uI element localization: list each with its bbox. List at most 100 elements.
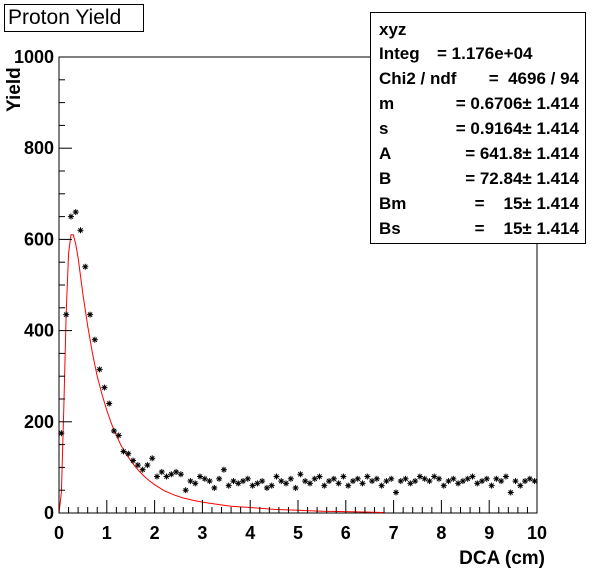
stats-row-value: = 4696 / 94	[488, 69, 579, 88]
stats-row-value: = 15± 1.414	[474, 219, 579, 238]
data-point	[244, 475, 251, 482]
data-point	[297, 471, 304, 478]
data-point	[469, 473, 476, 480]
data-point	[335, 480, 342, 487]
data-point	[354, 475, 361, 482]
x-tick-label: 8	[436, 523, 446, 543]
data-point	[340, 473, 347, 480]
data-point	[407, 480, 414, 487]
data-point	[464, 475, 471, 482]
stats-row: B = 72.84± 1.414	[379, 166, 579, 191]
data-point	[283, 480, 290, 487]
data-point	[67, 213, 74, 220]
data-point	[77, 227, 84, 234]
stats-row: s = 0.9164± 1.414	[379, 116, 579, 141]
x-tick-label: 7	[389, 523, 399, 543]
data-point	[402, 475, 409, 482]
x-tick-label: 3	[197, 523, 207, 543]
data-point	[273, 473, 280, 480]
data-point	[240, 478, 247, 485]
stats-row: m = 0.6706± 1.414	[379, 91, 579, 116]
stats-row-label: s	[379, 119, 389, 138]
data-point	[158, 468, 165, 475]
data-point	[249, 482, 256, 489]
fit-curve	[58, 234, 385, 514]
data-point	[349, 478, 356, 485]
data-point	[91, 336, 98, 343]
data-point	[187, 478, 194, 485]
data-point	[326, 478, 333, 485]
stats-row-label: Bs	[379, 219, 401, 238]
data-point	[206, 478, 213, 485]
data-point	[412, 478, 419, 485]
data-point	[321, 482, 328, 489]
data-point	[58, 430, 65, 437]
data-point	[106, 400, 113, 407]
stats-row-value: = 72.84± 1.414	[465, 169, 579, 188]
data-point	[316, 473, 323, 480]
data-point	[488, 482, 495, 489]
data-point	[392, 489, 399, 496]
stats-row: A = 641.8± 1.414	[379, 141, 579, 166]
x-tick-label: 1	[102, 523, 112, 543]
data-point	[163, 473, 170, 480]
x-tick-label: 9	[484, 523, 494, 543]
data-point	[263, 484, 270, 491]
x-tick-label: 2	[150, 523, 160, 543]
stats-row-label: Chi2 / ndf	[379, 69, 457, 88]
data-point	[192, 480, 199, 487]
data-point	[182, 487, 189, 494]
x-tick-label: 10	[527, 523, 547, 543]
data-point	[359, 480, 366, 487]
data-point	[254, 480, 261, 487]
data-point	[383, 478, 390, 485]
y-tick-label: 200	[24, 412, 54, 432]
data-point	[259, 478, 266, 485]
stats-row-label: Integ	[379, 44, 420, 63]
stats-row-value: = 641.8± 1.414	[465, 144, 579, 163]
chart-title: Proton Yield	[4, 4, 144, 32]
data-point	[230, 478, 237, 485]
data-point	[345, 482, 352, 489]
data-point	[144, 462, 151, 469]
data-point	[235, 480, 242, 487]
data-point	[498, 478, 505, 485]
data-point	[459, 478, 466, 485]
x-tick-label: 6	[341, 523, 351, 543]
data-point	[168, 471, 175, 478]
data-point	[139, 466, 146, 473]
data-point	[115, 432, 122, 439]
data-point	[216, 475, 223, 482]
y-tick-label: 600	[24, 229, 54, 249]
data-point	[493, 475, 500, 482]
data-point	[378, 482, 385, 489]
data-point	[388, 475, 395, 482]
x-tick-label: 0	[54, 523, 64, 543]
stats-row: Integ = 1.176e+04	[379, 41, 579, 66]
data-point	[531, 478, 538, 485]
data-point	[522, 478, 529, 485]
data-point	[130, 457, 137, 464]
data-point	[373, 475, 380, 482]
stats-title: xyz	[379, 20, 407, 39]
data-point	[421, 475, 428, 482]
data-point	[287, 475, 294, 482]
stats-row: Bs = 15± 1.414	[379, 216, 579, 241]
chart-title-text: Proton Yield	[8, 6, 122, 29]
data-point	[302, 478, 309, 485]
axes-layer: 0 1 2 3 4 5 6 7 8 9 10 0 200 400 600 800 1000	[14, 47, 547, 543]
data-point	[455, 480, 462, 487]
x-tick-label: 5	[293, 523, 303, 543]
data-point	[125, 450, 132, 457]
stats-box: xyz Integ = 1.176e+04 Chi2 / ndf = 4696 …	[370, 12, 586, 244]
data-point	[440, 482, 447, 489]
stats-row-value: = 0.6706± 1.414	[455, 94, 579, 113]
data-point	[134, 462, 141, 469]
stats-row-value: = 0.9164± 1.414	[455, 119, 579, 138]
data-point	[517, 482, 524, 489]
data-point	[436, 475, 443, 482]
data-point	[330, 475, 337, 482]
data-point	[220, 466, 227, 473]
data-point	[512, 478, 519, 485]
data-point	[120, 448, 127, 455]
